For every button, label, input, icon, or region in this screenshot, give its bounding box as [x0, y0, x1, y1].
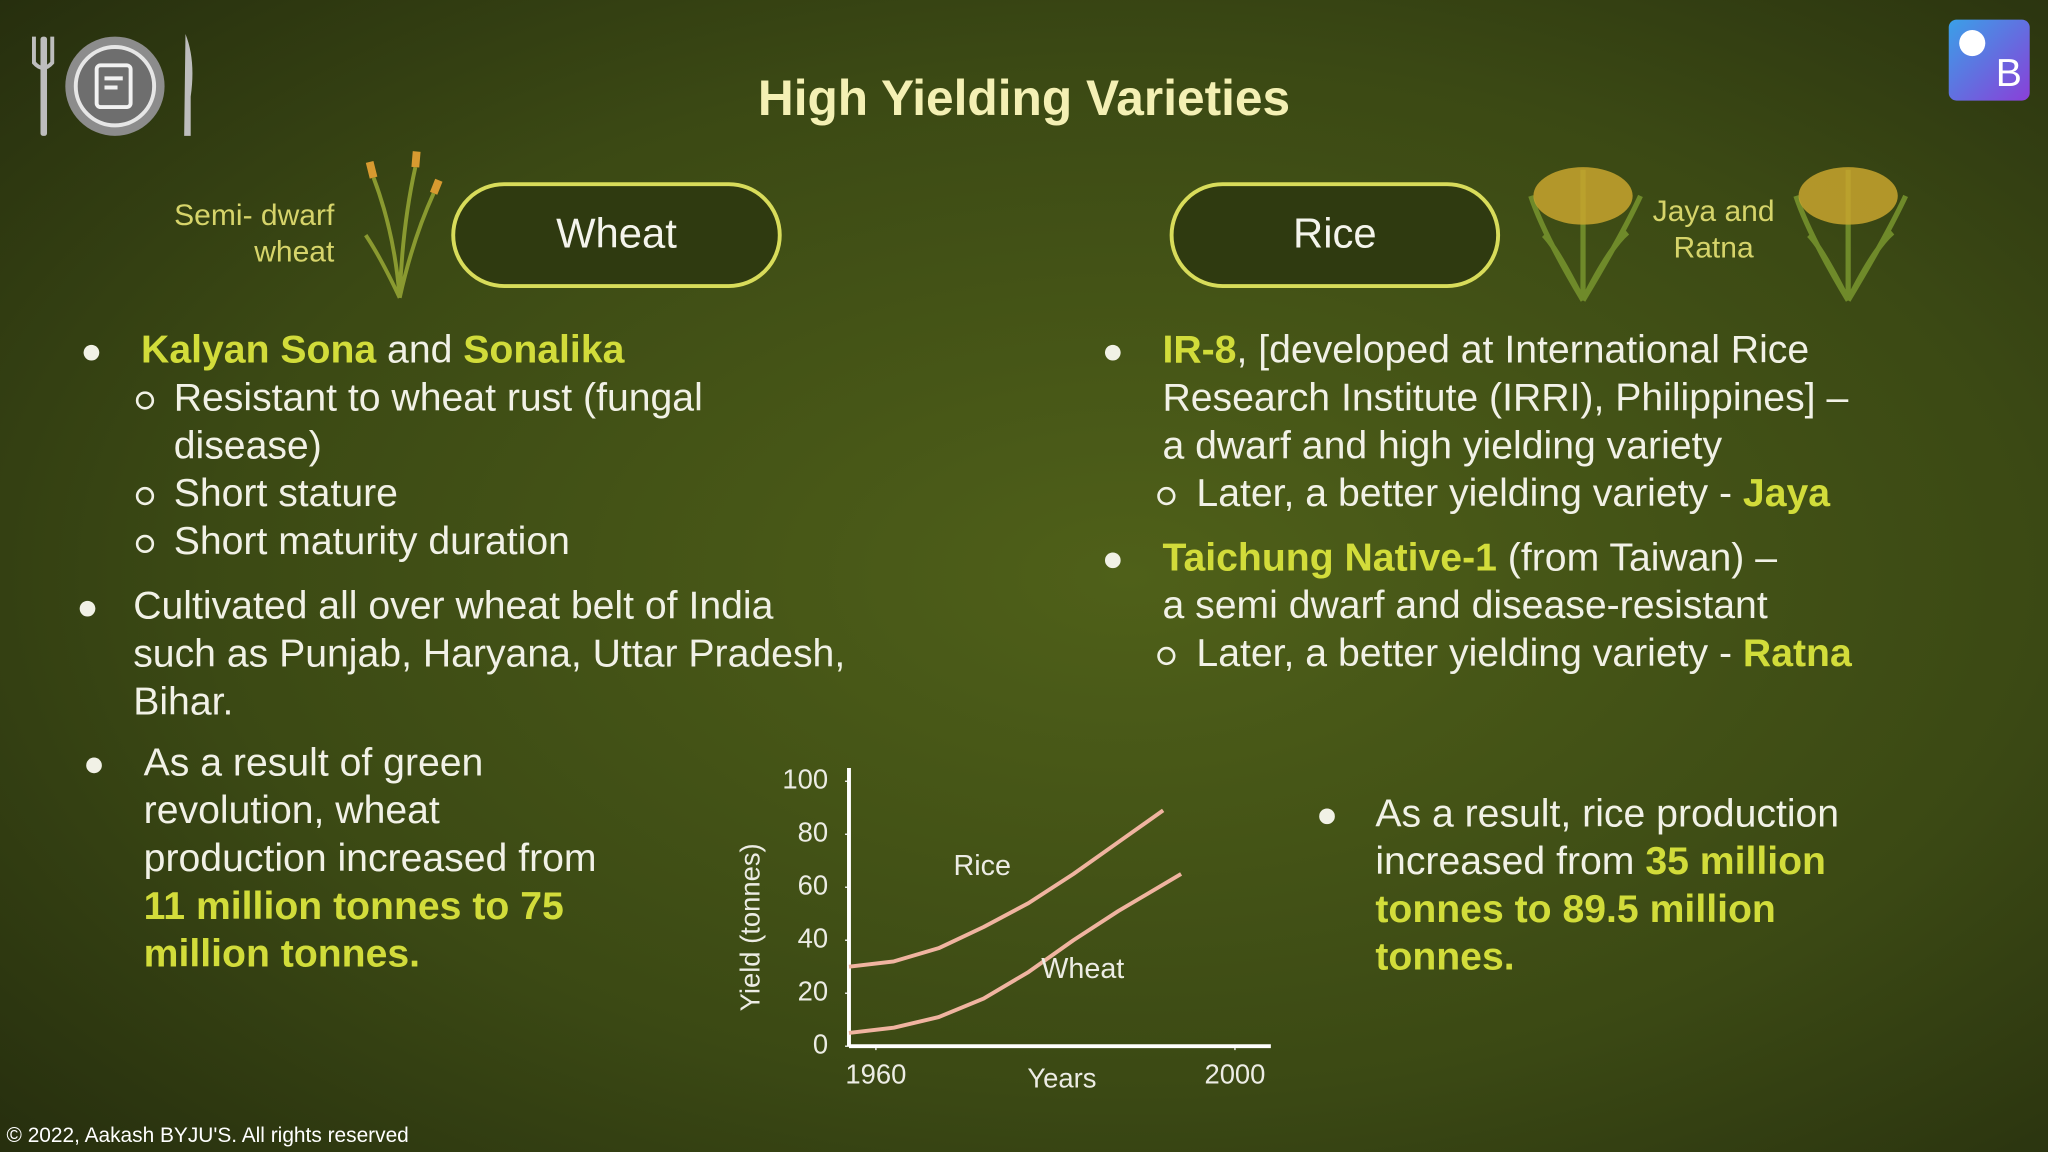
x-tick-label: 1960 [845, 1058, 906, 1089]
text-segment: Later, a better yielding variety - [1196, 472, 1743, 515]
highlight-text: 11 million tonnes to 75 [144, 885, 564, 928]
text-segment: Later, a better yielding variety - [1196, 632, 1743, 675]
section-heading: Wheat [556, 209, 677, 256]
text-segment: (from Taiwan) – [1497, 537, 1777, 580]
bullet [83, 344, 100, 361]
x-tick-label: 2000 [1204, 1058, 1265, 1089]
series-line [848, 808, 1165, 969]
sub-bullet [135, 391, 155, 410]
text-line: Taichung Native-1 (from Taiwan) – [1162, 537, 1777, 580]
text-line: Short maturity duration [174, 520, 570, 563]
bullet [79, 600, 96, 617]
text-line: Research Institute (IRRI), Philippines] … [1162, 377, 1848, 420]
text-segment: and [376, 329, 463, 372]
series-line [848, 872, 1183, 1035]
text-segment: Bihar. [133, 681, 233, 724]
x-axis-label: Years [1027, 1062, 1096, 1093]
highlight-text: Kalyan Sona [141, 329, 377, 372]
text-line: Kalyan Sona and Sonalika [141, 329, 626, 372]
text-line: revolution, wheat [144, 790, 440, 833]
highlight-text: Sonalika [463, 329, 625, 372]
y-tick-label: 40 [798, 922, 828, 953]
text-line: a semi dwarf and disease-resistant [1162, 584, 1767, 627]
text-line: increased from 35 million [1375, 840, 1826, 883]
brand-logo: B [1948, 19, 2030, 101]
text-segment: Short stature [174, 472, 398, 515]
series-label: Rice [953, 850, 1010, 882]
highlight-text: tonnes. [1375, 936, 1514, 979]
text-segment: revolution, wheat [144, 790, 440, 833]
y-tick-label: 20 [798, 975, 828, 1006]
sub-bullet [1157, 486, 1176, 506]
text-segment: As a result, rice production [1375, 793, 1839, 836]
highlight-text: IR-8 [1162, 329, 1236, 372]
text-segment: a dwarf and high yielding variety [1162, 425, 1722, 468]
wheat-plant-icon [364, 151, 443, 299]
text-segment: Resistant to wheat rust (fungal [174, 377, 703, 420]
series-label: Wheat [1041, 953, 1124, 985]
y-tick-label: 60 [798, 869, 828, 900]
bullet [1104, 344, 1121, 361]
text-line: Later, a better yielding variety - Jaya [1196, 472, 1831, 515]
copyright: © 2022, Aakash BYJU'S. All rights reserv… [7, 1124, 409, 1147]
section-pill [1169, 182, 1501, 288]
section-heading: Rice [1293, 209, 1377, 256]
image-caption: wheat [253, 235, 335, 268]
highlight-text: Ratna [1743, 632, 1853, 675]
image-caption: Jaya and [1653, 195, 1775, 228]
text-segment: Cultivated all over wheat belt of India [133, 585, 773, 628]
bullet [1319, 808, 1335, 825]
sub-bullet [135, 486, 155, 506]
highlight-text: tonnes to 89.5 million [1375, 888, 1775, 931]
section-pill [451, 182, 782, 288]
text-line: Short stature [174, 472, 398, 515]
text-line: disease) [174, 425, 322, 468]
sub-bullet [135, 534, 155, 554]
text-segment: a semi dwarf and disease-resistant [1162, 584, 1767, 627]
text-line: production increased from [144, 837, 597, 880]
text-line: Later, a better yielding variety - Ratna [1196, 632, 1853, 675]
y-tick-label: 0 [813, 1028, 828, 1059]
text-line: IR-8, [developed at International Rice [1162, 329, 1809, 372]
image-caption: Semi- dwarf [174, 199, 335, 232]
bullet [86, 757, 102, 774]
text-line: 11 million tonnes to 75 [144, 885, 564, 928]
text-line: a dwarf and high yielding variety [1162, 425, 1722, 468]
text-line: such as Punjab, Haryana, Uttar Pradesh, [133, 633, 845, 676]
text-line: tonnes. [1375, 936, 1514, 979]
highlight-text: Jaya [1743, 472, 1831, 515]
text-segment: , [developed at International Rice [1236, 329, 1809, 372]
y-tick-label: 100 [782, 763, 828, 794]
menu-icon [31, 33, 193, 136]
text-line: Bihar. [133, 681, 233, 724]
text-line: tonnes to 89.5 million [1375, 888, 1775, 931]
text-segment: As a result of green [144, 742, 484, 785]
text-segment: disease) [174, 425, 322, 468]
sub-bullet [1157, 646, 1176, 666]
svg-text:B: B [1996, 52, 2022, 95]
highlight-text: 35 million [1645, 840, 1826, 883]
text-segment: increased from [1375, 840, 1645, 883]
text-line: million tonnes. [144, 933, 420, 976]
y-tick-label: 80 [798, 816, 828, 847]
rice-plant-icon [1528, 167, 1908, 302]
slide-title: High Yielding Varieties [758, 70, 1290, 126]
text-line: Cultivated all over wheat belt of India [133, 585, 773, 628]
bullet [1104, 552, 1121, 569]
text-line: Resistant to wheat rust (fungal [174, 377, 703, 420]
text-segment: production increased from [144, 837, 597, 880]
text-line: As a result of green [144, 742, 484, 785]
highlight-text: Taichung Native-1 [1162, 537, 1496, 580]
y-axis-label: Yield (tonnes) [735, 843, 766, 1011]
text-segment: Short maturity duration [174, 520, 570, 563]
highlight-text: million tonnes. [144, 933, 420, 976]
text-segment: Research Institute (IRRI), Philippines] … [1162, 377, 1848, 420]
text-line: As a result, rice production [1375, 793, 1839, 836]
image-caption: Ratna [1674, 231, 1754, 264]
text-segment: such as Punjab, Haryana, Uttar Pradesh, [133, 633, 845, 676]
